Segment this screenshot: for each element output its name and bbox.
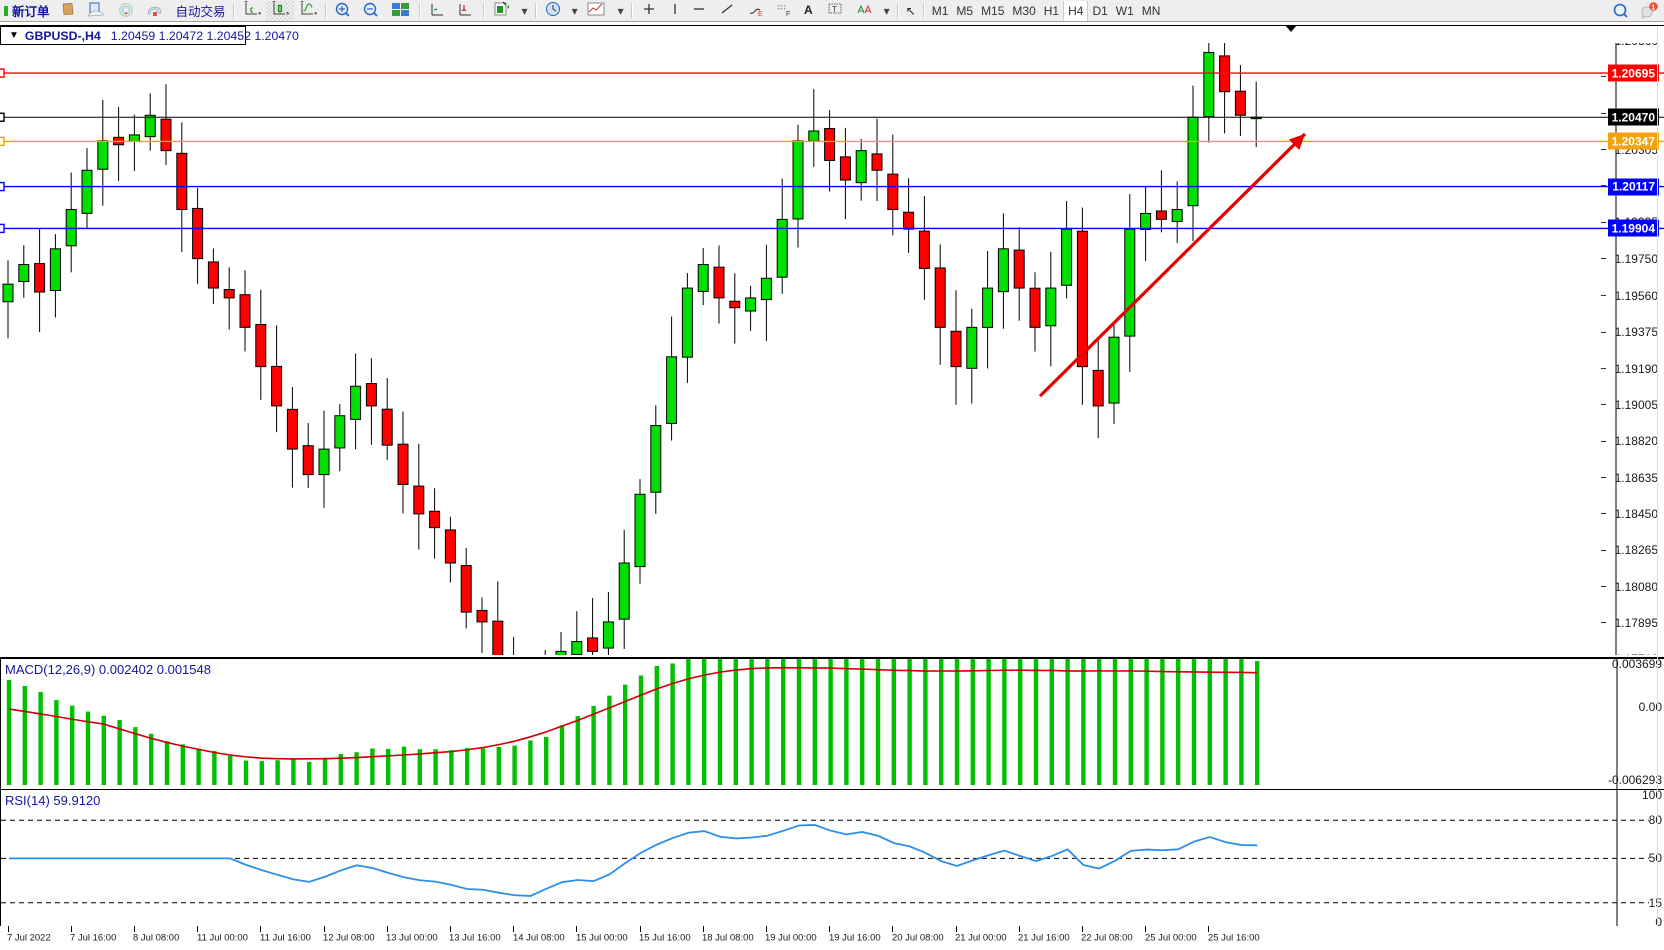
svg-text:T: T xyxy=(832,5,837,14)
svg-text:F: F xyxy=(786,11,790,18)
svg-text:A: A xyxy=(804,3,813,17)
svg-text:E: E xyxy=(758,11,763,18)
svg-text:1: 1 xyxy=(1651,4,1655,11)
